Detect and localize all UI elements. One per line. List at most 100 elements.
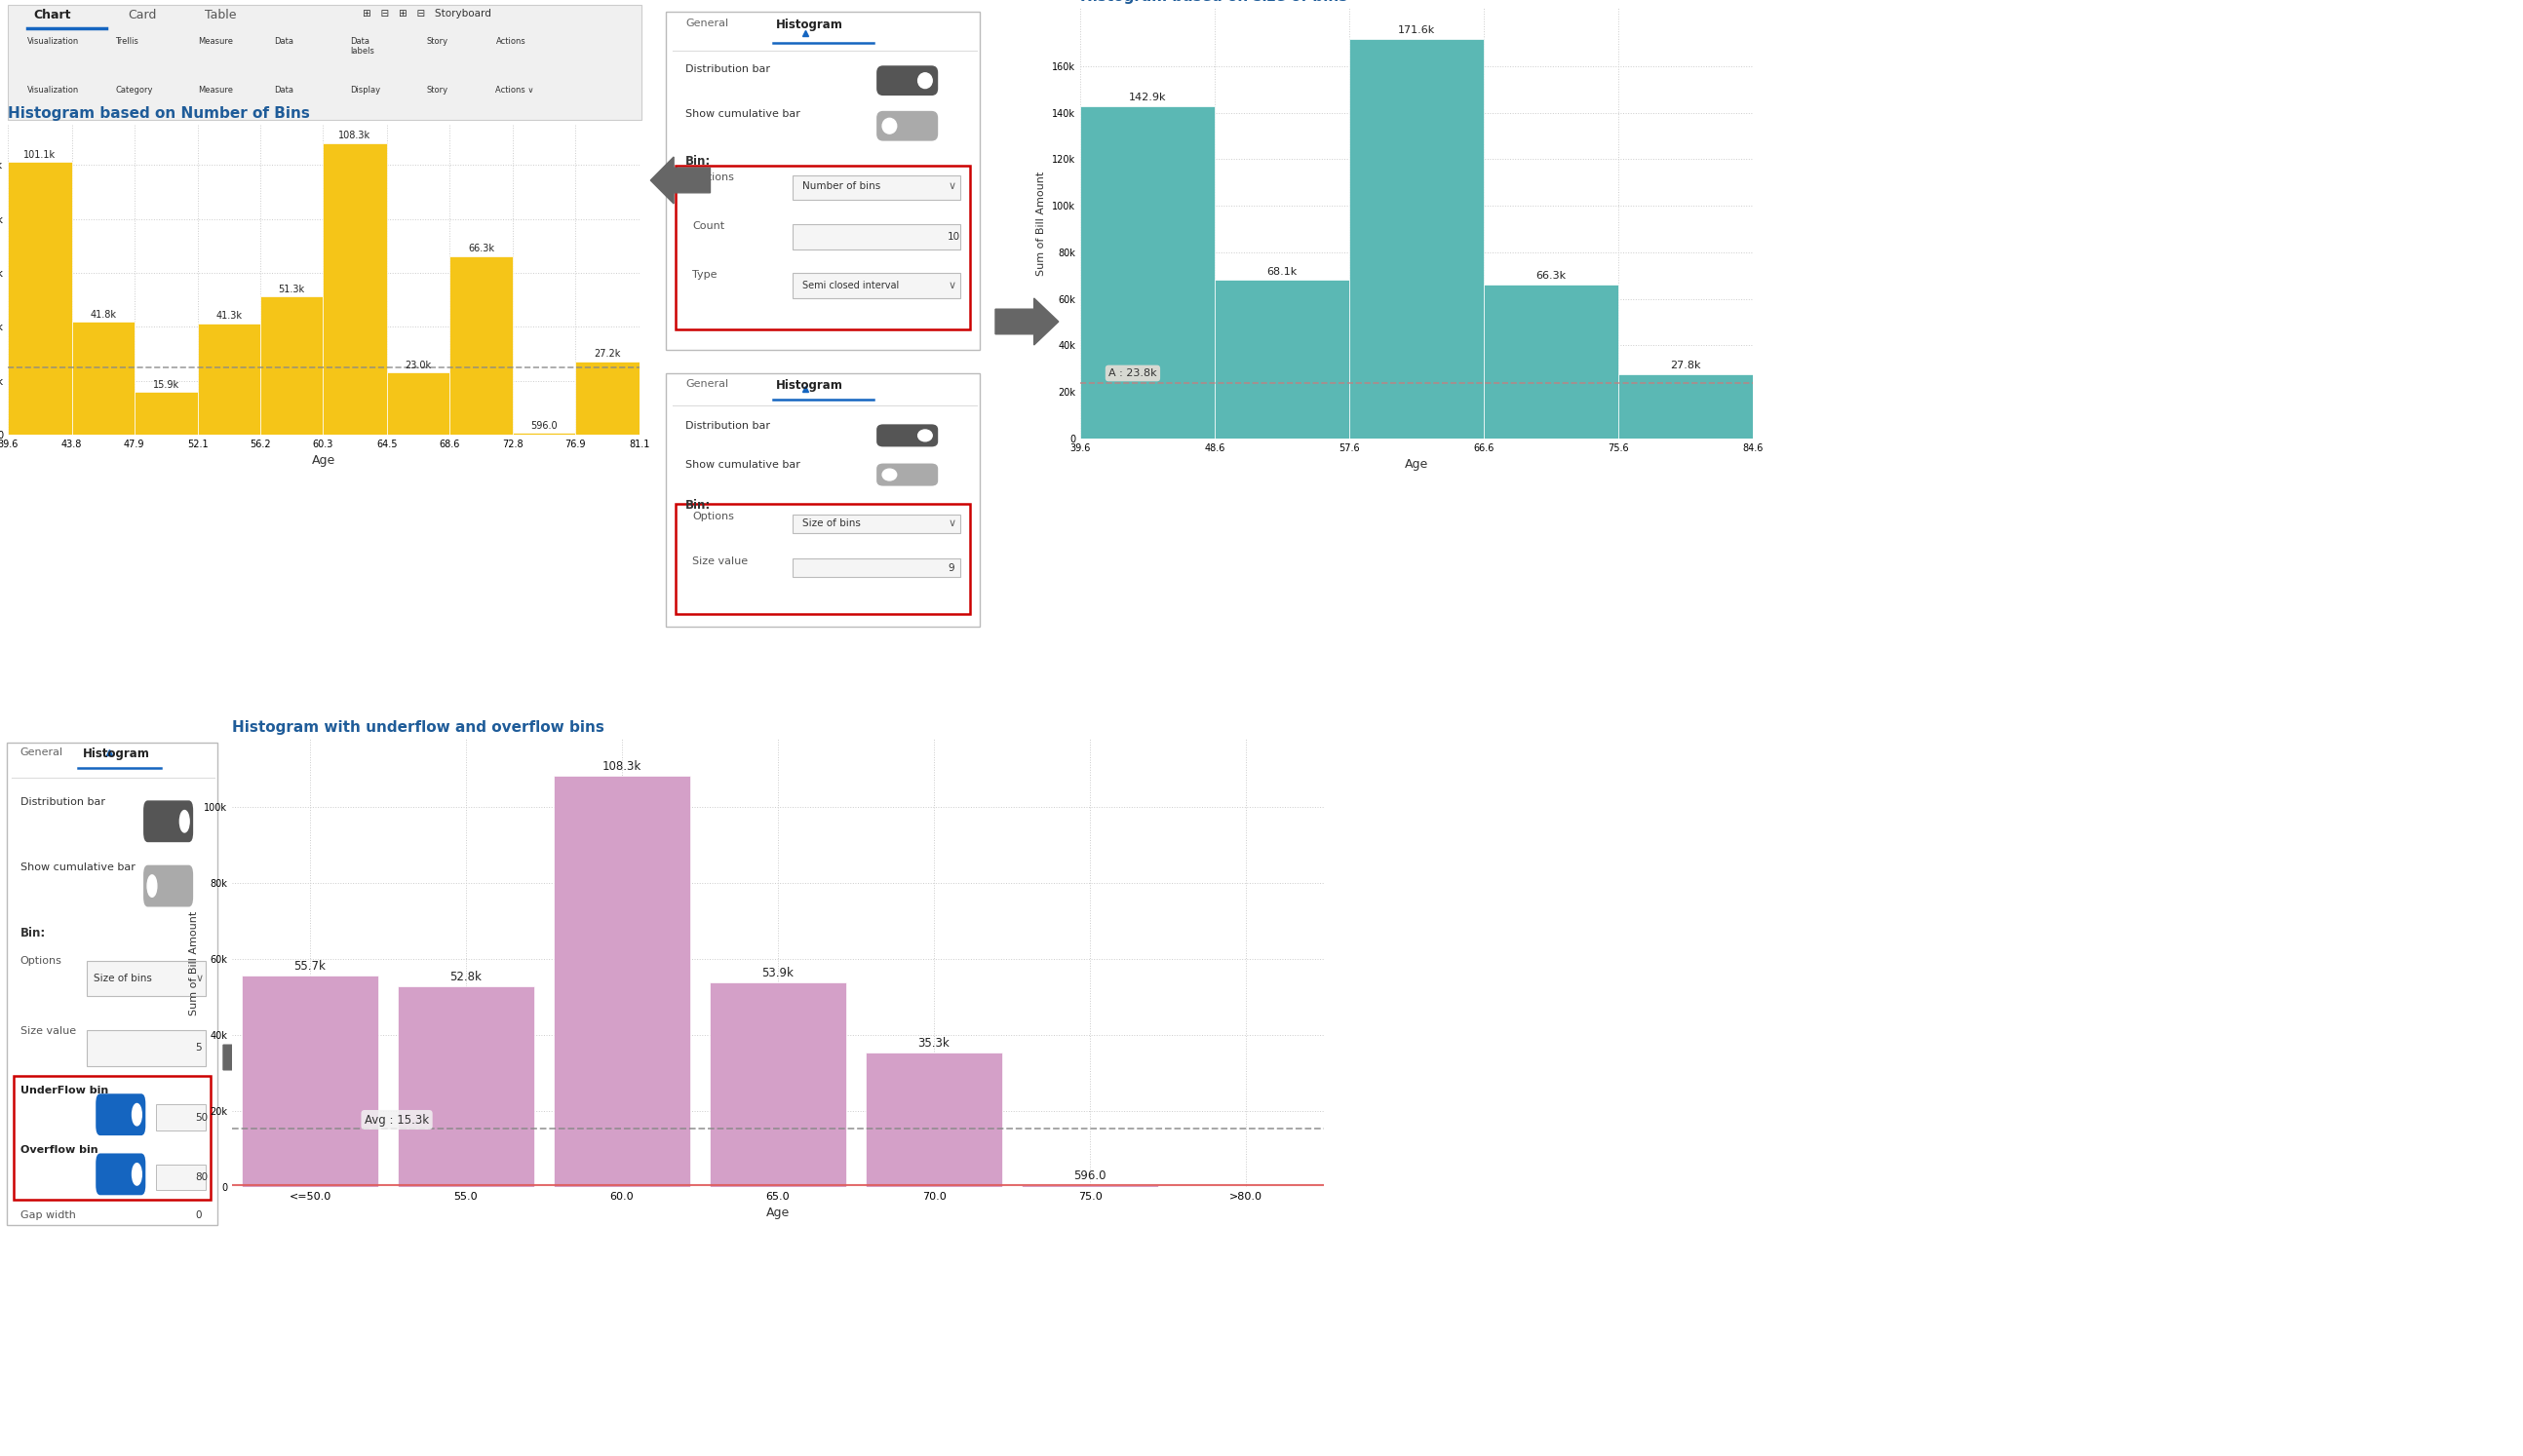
FancyBboxPatch shape	[156, 1105, 207, 1130]
Text: UnderFlow bin: UnderFlow bin	[20, 1086, 108, 1095]
Bar	[449, 256, 512, 435]
Text: 596.0: 596.0	[530, 421, 558, 431]
Text: Show cumulative bar: Show cumulative bar	[20, 862, 134, 872]
FancyBboxPatch shape	[144, 865, 194, 907]
Text: Size value: Size value	[20, 1026, 76, 1035]
Text: ∨: ∨	[194, 974, 204, 983]
Bar	[134, 392, 199, 435]
Text: 27.8k: 27.8k	[1670, 361, 1701, 370]
FancyBboxPatch shape	[676, 504, 971, 614]
Circle shape	[918, 430, 931, 441]
FancyBboxPatch shape	[792, 559, 961, 578]
FancyBboxPatch shape	[8, 743, 217, 1224]
FancyArrow shape	[997, 298, 1060, 345]
Bar	[1484, 284, 1617, 438]
Bar	[1022, 1185, 1158, 1187]
Text: General: General	[686, 379, 729, 389]
FancyBboxPatch shape	[96, 1093, 146, 1136]
Text: 51.3k: 51.3k	[278, 284, 305, 294]
FancyBboxPatch shape	[88, 961, 207, 996]
Text: Histogram based on size of bins: Histogram based on size of bins	[1080, 0, 1347, 4]
Text: 80: 80	[194, 1172, 207, 1182]
Circle shape	[883, 118, 896, 134]
Text: 66.3k: 66.3k	[1537, 271, 1567, 281]
Text: Overflow bin: Overflow bin	[20, 1146, 98, 1155]
Bar	[1350, 39, 1484, 438]
Text: Histogram with underflow and overflow bins: Histogram with underflow and overflow bi…	[232, 721, 606, 735]
Text: ∨: ∨	[949, 281, 956, 290]
Text: 23.0k: 23.0k	[404, 361, 431, 370]
Text: Bin:: Bin:	[20, 926, 45, 939]
X-axis label: Age: Age	[1405, 459, 1428, 472]
Text: 9: 9	[949, 563, 954, 572]
Text: 108.3k: 108.3k	[338, 131, 371, 140]
FancyBboxPatch shape	[792, 272, 961, 298]
Text: Number of bins: Number of bins	[802, 182, 881, 191]
FancyBboxPatch shape	[13, 1076, 209, 1200]
FancyBboxPatch shape	[666, 374, 979, 628]
Bar	[386, 373, 449, 435]
Text: Table: Table	[204, 9, 237, 20]
Text: Histogram based on Number of Bins: Histogram based on Number of Bins	[8, 106, 310, 121]
FancyBboxPatch shape	[88, 1029, 207, 1066]
Text: Data: Data	[275, 86, 293, 95]
Text: Bin:: Bin:	[686, 154, 711, 167]
Bar	[242, 976, 378, 1187]
Y-axis label: Sum of Bill Amount: Sum of Bill Amount	[1037, 170, 1047, 275]
Text: Count: Count	[691, 221, 724, 232]
X-axis label: Age: Age	[767, 1207, 790, 1220]
Text: Category: Category	[116, 86, 154, 95]
Text: 108.3k: 108.3k	[603, 760, 641, 773]
FancyBboxPatch shape	[875, 463, 939, 486]
Text: Semi closed interval: Semi closed interval	[802, 281, 898, 290]
Text: 0: 0	[194, 1210, 202, 1220]
X-axis label: Age: Age	[313, 454, 336, 467]
Text: Type: Type	[691, 269, 717, 280]
Text: Show cumulative bar: Show cumulative bar	[686, 460, 800, 469]
Text: 35.3k: 35.3k	[918, 1037, 949, 1050]
Text: ∨: ∨	[949, 518, 956, 529]
Text: 15.9k: 15.9k	[154, 380, 179, 389]
Text: ∨: ∨	[949, 182, 956, 191]
Text: Measure: Measure	[197, 36, 232, 45]
Text: 10: 10	[949, 232, 961, 242]
Text: Options: Options	[20, 957, 63, 967]
FancyBboxPatch shape	[676, 166, 971, 329]
Text: Measure: Measure	[197, 86, 232, 95]
FancyBboxPatch shape	[8, 4, 641, 119]
FancyBboxPatch shape	[792, 224, 961, 249]
Text: 101.1k: 101.1k	[23, 150, 56, 160]
Text: Actions: Actions	[495, 36, 525, 45]
Text: Options: Options	[691, 513, 734, 521]
Bar	[1214, 280, 1350, 438]
Y-axis label: Sum of Bill Amount: Sum of Bill Amount	[189, 910, 199, 1015]
Text: Histogram: Histogram	[777, 19, 843, 32]
Bar	[709, 983, 848, 1187]
FancyBboxPatch shape	[666, 12, 979, 351]
Text: Trellis: Trellis	[116, 36, 139, 45]
Text: 50: 50	[194, 1112, 207, 1123]
FancyBboxPatch shape	[144, 801, 194, 842]
Text: 53.9k: 53.9k	[762, 967, 795, 980]
Circle shape	[146, 875, 156, 897]
Text: Visualization: Visualization	[28, 36, 78, 45]
Text: Distribution bar: Distribution bar	[686, 64, 770, 74]
Text: 41.8k: 41.8k	[91, 310, 116, 319]
Text: Options: Options	[691, 172, 734, 182]
Bar	[1617, 374, 1753, 438]
Bar	[260, 297, 323, 435]
Circle shape	[131, 1104, 141, 1125]
Text: 55.7k: 55.7k	[295, 960, 325, 973]
Text: Display: Display	[351, 86, 381, 95]
Text: Size of bins: Size of bins	[93, 974, 151, 983]
FancyBboxPatch shape	[875, 424, 939, 447]
Text: Data: Data	[275, 36, 293, 45]
Bar	[323, 143, 386, 435]
FancyBboxPatch shape	[875, 66, 939, 96]
Text: Show cumulative bar: Show cumulative bar	[686, 109, 800, 119]
Bar	[865, 1053, 1002, 1187]
Circle shape	[883, 469, 896, 480]
FancyBboxPatch shape	[96, 1153, 146, 1195]
Text: A : 23.8k: A : 23.8k	[1108, 368, 1158, 379]
FancyArrow shape	[222, 1034, 288, 1080]
